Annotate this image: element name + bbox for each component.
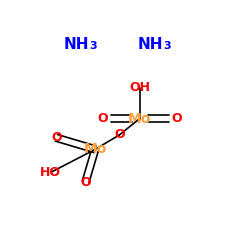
Text: O: O	[98, 112, 108, 125]
Text: Mo: Mo	[84, 142, 107, 156]
Text: O: O	[114, 128, 125, 141]
Text: NH: NH	[138, 37, 163, 52]
Text: O: O	[51, 131, 62, 144]
Text: 3: 3	[163, 41, 170, 51]
Text: HO: HO	[40, 166, 61, 179]
Text: 3: 3	[90, 41, 97, 51]
Text: Mo: Mo	[128, 112, 152, 126]
Text: O: O	[80, 176, 91, 188]
Text: O: O	[171, 112, 182, 125]
Text: NH: NH	[64, 37, 90, 52]
Text: OH: OH	[129, 81, 150, 94]
